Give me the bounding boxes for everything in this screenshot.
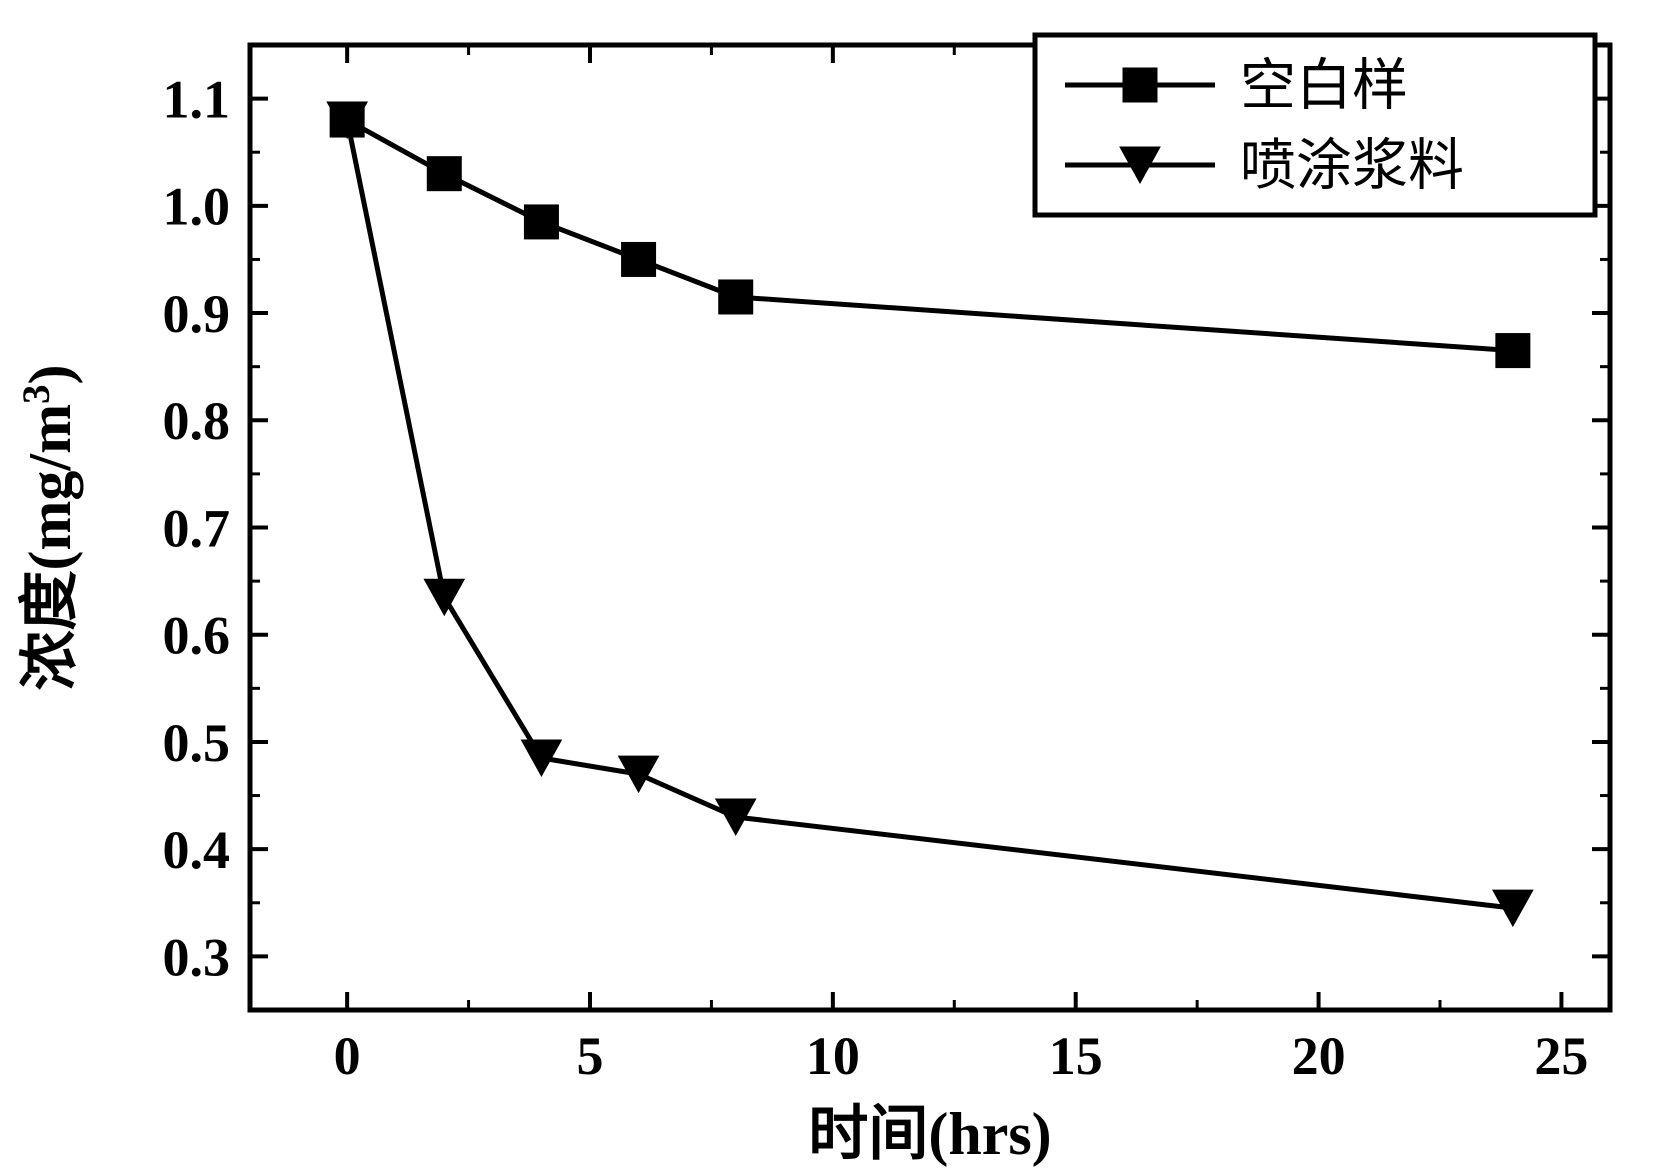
y-tick-label: 0.9	[163, 284, 231, 344]
square-marker-icon	[524, 205, 558, 239]
line-chart: 0 5 10 15 20 25 时间(hrs) 0.3 0.4 0.5 0.6 0.7 0.8 0.9 1.…	[0, 0, 1678, 1171]
series-line	[347, 120, 1513, 908]
square-marker-icon	[1496, 334, 1530, 368]
y-axis-label: 浓度(mg/m3)	[15, 364, 84, 690]
y-tick-label: 0.5	[163, 713, 231, 773]
square-marker-icon	[719, 280, 753, 314]
x-tick-label: 10	[806, 1026, 860, 1086]
y-tick-label: 0.7	[163, 498, 231, 558]
y-tick-label: 0.3	[163, 927, 231, 987]
legend: 空白样喷涂浆料	[1035, 35, 1595, 215]
square-marker-icon	[1123, 68, 1157, 102]
y-tick-label: 1.0	[163, 177, 231, 237]
y-tick-label: 0.8	[163, 391, 231, 451]
x-axis-label: 时间(hrs)	[808, 1101, 1051, 1167]
y-tick-label: 0.6	[163, 606, 231, 666]
square-marker-icon	[427, 157, 461, 191]
x-tick-label: 5	[577, 1026, 604, 1086]
series-喷涂浆料	[327, 102, 1533, 926]
x-tick-label: 20	[1292, 1026, 1346, 1086]
x-tick-label: 0	[334, 1026, 361, 1086]
legend-label: 空白样	[1240, 56, 1408, 118]
triangle-down-marker-icon	[424, 579, 464, 615]
y-tick-label: 0.4	[163, 820, 231, 880]
square-marker-icon	[622, 242, 656, 276]
x-tick-label: 25	[1534, 1026, 1588, 1086]
chart-container: 0 5 10 15 20 25 时间(hrs) 0.3 0.4 0.5 0.6 0.7 0.8 0.9 1.…	[0, 0, 1678, 1171]
legend-label: 喷涂浆料	[1240, 136, 1464, 198]
y-axis-label-group: 浓度(mg/m3)	[15, 364, 84, 690]
y-tick-label: 1.1	[163, 70, 231, 130]
x-tick-label: 15	[1049, 1026, 1103, 1086]
